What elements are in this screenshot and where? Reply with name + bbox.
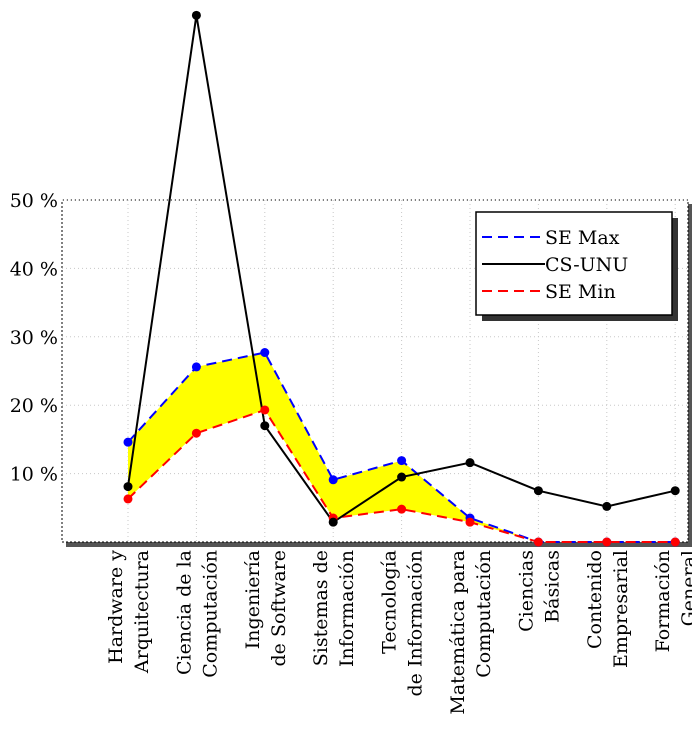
- x-tick-label-line: Formación: [652, 550, 674, 652]
- x-tick-label: Ciencias Básicas: [515, 550, 563, 632]
- x-tick-label-line: Empresarial: [610, 550, 632, 668]
- x-tick-label-line: Sistemas de: [310, 550, 332, 666]
- point-cs-unu: [328, 517, 338, 527]
- x-tick-label-line: Arquitectura: [131, 550, 153, 674]
- point-se-max: [397, 456, 407, 466]
- legend-label-cs-unu: CS-UNU: [545, 254, 628, 276]
- x-tick-label-line: de Información: [405, 550, 427, 696]
- x-tick-label-line: Computación: [473, 550, 495, 678]
- point-se-max: [260, 348, 270, 358]
- point-cs-unu: [670, 486, 680, 496]
- x-tick-label-line: Hardware y: [105, 550, 127, 664]
- series-line-se-min: [127, 408, 676, 543]
- point-cs-unu: [465, 458, 475, 468]
- point-se-min: [533, 537, 543, 547]
- x-tick-label-line: Computación: [199, 550, 221, 678]
- point-se-max: [328, 475, 338, 485]
- point-cs-unu: [602, 501, 612, 511]
- point-se-min: [191, 428, 201, 438]
- y-tick-label: 10 %: [10, 464, 58, 486]
- x-tick-label-line: Tecnología: [379, 550, 401, 654]
- y-tick-label: 30 %: [10, 327, 58, 349]
- point-se-max: [191, 362, 201, 372]
- x-tick-label: Ciencia de la Computación: [173, 550, 221, 678]
- point-cs-unu: [397, 472, 407, 482]
- x-tick-label: Formación General: [652, 550, 692, 652]
- y-tick-label: 40 %: [10, 258, 58, 280]
- point-se-min: [260, 405, 270, 415]
- point-cs-unu: [191, 10, 201, 20]
- x-tick-labels: Hardware y Arquitectura Ciencia de la Compu…: [105, 550, 692, 715]
- x-tick-label-line: Ingeniería: [242, 550, 264, 649]
- point-se-min: [602, 537, 612, 547]
- legend-label-se-max: SE Max: [545, 227, 620, 249]
- band: [128, 352, 676, 542]
- band-area: [128, 352, 676, 542]
- x-tick-label: Ingeniería de Software: [242, 550, 290, 667]
- x-tick-label: Hardware y Arquitectura: [105, 550, 153, 674]
- x-tick-label: Tecnología de Información: [379, 550, 427, 696]
- x-tick-label-line: General: [678, 550, 692, 626]
- x-tick-label: Sistemas de Información: [310, 550, 358, 667]
- point-se-min: [397, 504, 407, 514]
- x-tick-label-line: Matemática para: [447, 550, 469, 715]
- x-tick-label-line: Básicas: [541, 550, 563, 623]
- x-tick-label: Matemática para Computación: [447, 550, 495, 715]
- point-cs-unu: [123, 482, 133, 492]
- point-cs-unu: [260, 421, 270, 431]
- point-se-min: [465, 517, 475, 527]
- point-se-min: [123, 494, 133, 504]
- point-cs-unu: [533, 486, 543, 496]
- x-tick-label-line: Ciencias: [515, 550, 537, 632]
- legend-label-se-min: SE Min: [545, 281, 616, 303]
- legend: SE Max CS-UNU SE Min: [475, 211, 678, 321]
- y-tick-label: 20 %: [10, 395, 58, 417]
- x-tick-label-line: Ciencia de la: [173, 550, 195, 675]
- x-tick-label: Contenido Empresarial: [584, 550, 632, 668]
- series-markers: [123, 10, 680, 547]
- x-tick-label-line: de Software: [268, 550, 290, 667]
- x-tick-label-line: Información: [336, 550, 358, 667]
- y-tick-labels: 10 % 20 % 30 % 40 % 50 %: [10, 190, 58, 486]
- y-tick-label: 50 %: [10, 190, 58, 212]
- point-se-min: [670, 537, 680, 547]
- point-se-max: [123, 437, 133, 447]
- x-tick-label-line: Contenido: [584, 550, 606, 649]
